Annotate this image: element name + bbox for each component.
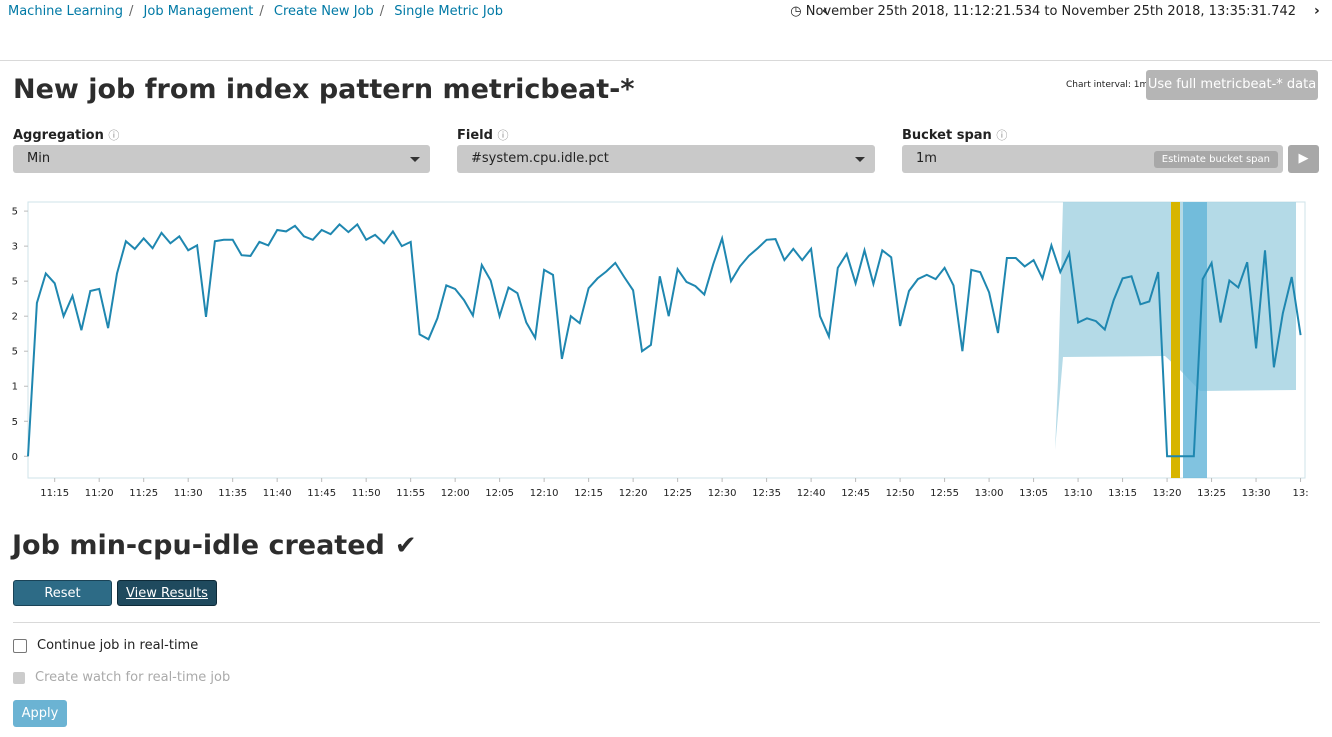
x-tick-label: 11:50: [352, 488, 381, 499]
y-tick-label: 3: [12, 242, 18, 253]
breadcrumb[interactable]: Machine Learning: [8, 4, 123, 19]
label-text: Aggregation: [13, 128, 104, 143]
divider: [0, 60, 1332, 61]
option[interactable]: Continue job in real-time: [13, 638, 198, 653]
x-tick-label: 11:45: [307, 488, 336, 499]
y-tick-label: 5: [12, 277, 18, 288]
x-tick-label: 11:55: [396, 488, 425, 499]
x-tick-label: 11:15: [40, 488, 69, 499]
job-created-title: Job min-cpu-idle created: [12, 530, 385, 561]
checkbox: [13, 671, 25, 684]
x-tick-label: 13:25: [1197, 488, 1226, 499]
option-label: Continue job in real-time: [37, 638, 199, 653]
x-tick-label: 13:15: [1108, 488, 1137, 499]
x-tick-label: 12:40: [797, 488, 826, 499]
label-text: Field: [457, 128, 493, 143]
x-tick-label: 13:30: [1242, 488, 1271, 499]
select-value: #system.cpu.idle.pct: [471, 151, 609, 166]
time-range[interactable]: ◷ November 25th 2018, 11:12:21.534 to No…: [790, 4, 1296, 19]
x-tick-label: 11:25: [129, 488, 158, 499]
run-button[interactable]: ▶: [1288, 145, 1319, 173]
bucket-span-input[interactable]: 1m Estimate bucket span: [902, 145, 1283, 173]
field-label: Bucket span ⓘ: [902, 128, 1008, 143]
x-tick-label: 11:40: [263, 488, 292, 499]
breadcrumb[interactable]: Single Metric Job: [394, 4, 503, 19]
breadcrumbs: Machine Learning / Job Management / Create…: [8, 4, 503, 19]
prev-arrow[interactable]: ‹: [822, 3, 828, 19]
breadcrumb[interactable]: Job Management: [143, 4, 254, 19]
data-line: [27, 222, 1302, 458]
x-tick-label: 12:25: [663, 488, 692, 499]
x-tick-label: 13:: [1293, 488, 1309, 499]
x-tick-label: 11:20: [85, 488, 114, 499]
check-icon: ✔: [394, 530, 417, 561]
next-arrow[interactable]: ›: [1314, 3, 1320, 19]
y-tick-label: 2: [12, 312, 18, 323]
x-tick-label: 11:30: [174, 488, 203, 499]
x-tick-label: 12:15: [574, 488, 603, 499]
x-tick-label: 12:50: [886, 488, 915, 499]
option-label: Create watch for real-time job: [35, 670, 231, 685]
x-tick-label: 11:35: [218, 488, 247, 499]
aggregation-select[interactable]: Min: [13, 145, 430, 173]
x-tick-label: 13:00: [975, 488, 1004, 499]
label-text: Bucket span: [902, 128, 992, 143]
use-full-data-button[interactable]: Use full metricbeat-* data: [1146, 70, 1318, 100]
estimate-button[interactable]: Estimate bucket span: [1153, 151, 1278, 168]
job-created: Job min-cpu-idle created ✔: [12, 530, 417, 561]
option: Create watch for real-time job: [13, 670, 230, 685]
breadcrumb[interactable]: Create New Job: [273, 4, 374, 19]
checkbox[interactable]: [13, 638, 27, 653]
select-value: Min: [27, 151, 51, 166]
x-tick-label: 13:05: [1019, 488, 1048, 499]
y-tick-label: 1: [12, 382, 18, 393]
page-title: New job from index pattern metricbeat-*: [13, 74, 635, 105]
x-tick-label: 12:35: [752, 488, 781, 499]
x-tick-label: 12:45: [841, 488, 870, 499]
chart: 5 3 5 2 5 1 5 0 11:15 11:20 11:25 11:30 11:35 11:40 11…: [12, 201, 1309, 499]
input-value: 1m: [916, 151, 937, 166]
x-tick-label: 12:10: [530, 488, 559, 499]
y-tick-label: 5: [12, 347, 18, 358]
x-tick-label: 12:20: [619, 488, 648, 499]
x-tick-label: 13:10: [1064, 488, 1093, 499]
field-label: Field ⓘ: [457, 128, 509, 143]
apply-button[interactable]: Apply: [13, 700, 67, 727]
view-results-button[interactable]: View Results: [117, 580, 217, 606]
x-tick-label: 12:55: [930, 488, 959, 499]
y-tick-label: 0: [12, 452, 18, 463]
reset-button[interactable]: Reset: [13, 580, 112, 606]
chart-interval: Chart interval: 1m: [1066, 80, 1149, 90]
field-label: Aggregation ⓘ: [13, 128, 120, 143]
divider: [13, 622, 1320, 623]
x-tick-label: 12:30: [708, 488, 737, 499]
y-tick-label: 5: [12, 207, 18, 218]
x-tick-label: 12:00: [441, 488, 470, 499]
x-tick-label: 13:20: [1153, 488, 1182, 499]
field-select[interactable]: #system.cpu.idle.pct: [457, 145, 875, 173]
x-tick-label: 12:05: [485, 488, 514, 499]
time-range-text: November 25th 2018, 11:12:21.534 to Nove…: [805, 4, 1296, 19]
y-tick-label: 5: [12, 417, 18, 428]
anomaly-marker: [1171, 202, 1180, 478]
